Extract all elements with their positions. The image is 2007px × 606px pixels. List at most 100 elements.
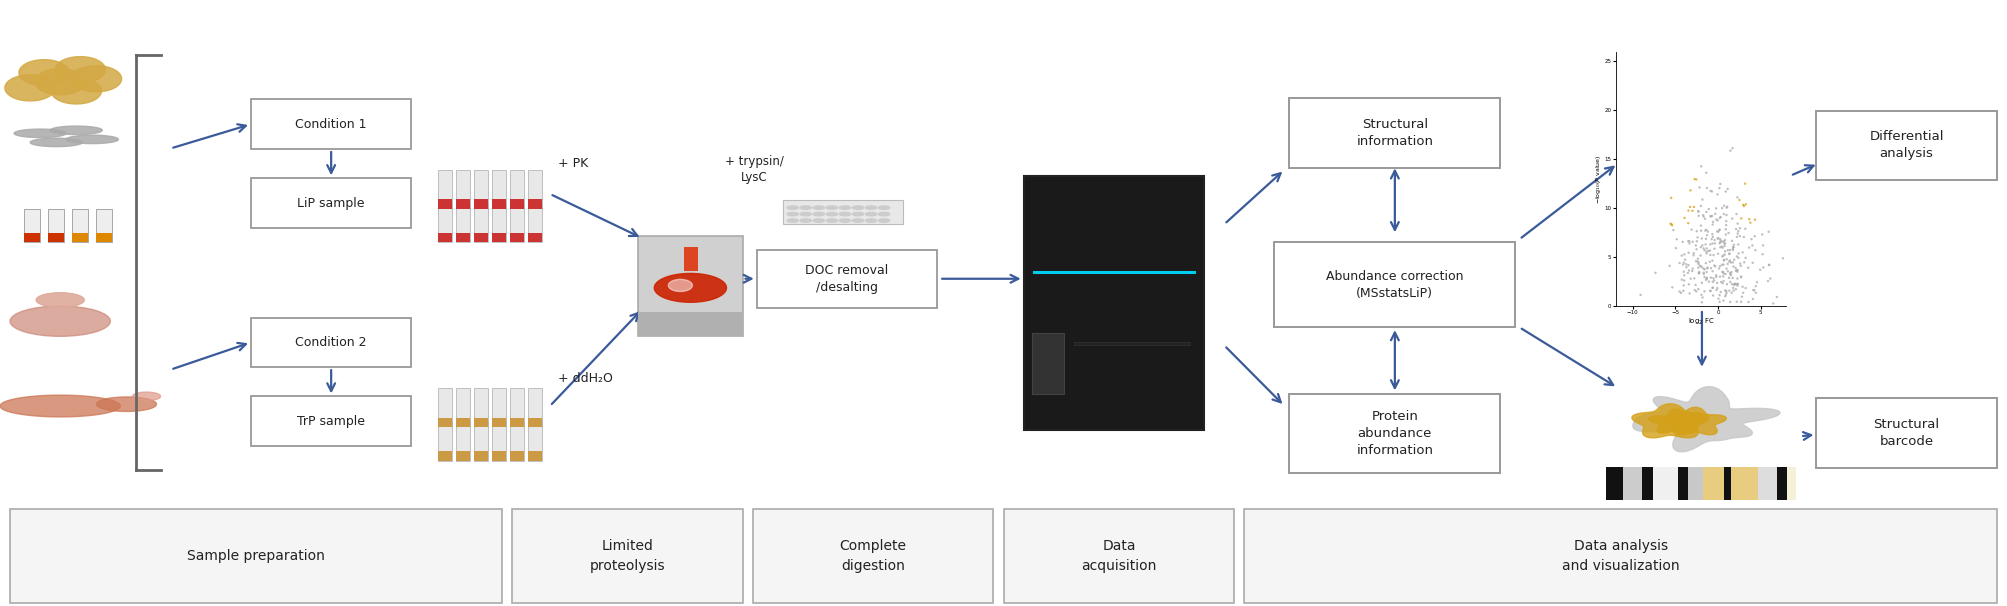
Circle shape [813, 213, 825, 216]
Text: Condition 1: Condition 1 [295, 118, 367, 131]
Bar [456, 170, 470, 209]
Polygon shape [668, 279, 692, 291]
FancyBboxPatch shape [251, 396, 411, 446]
Bar [528, 388, 542, 427]
Text: Differential
analysis: Differential analysis [1869, 130, 1945, 161]
Circle shape [801, 219, 811, 222]
FancyBboxPatch shape [1816, 399, 1997, 468]
Bar [1004, 509, 1234, 603]
Bar [753, 509, 993, 603]
Circle shape [801, 206, 811, 209]
FancyBboxPatch shape [251, 99, 411, 149]
Bar [510, 170, 524, 209]
Circle shape [787, 206, 799, 209]
Bar [510, 388, 524, 427]
Bar [492, 203, 506, 242]
Circle shape [865, 219, 877, 222]
Bar [528, 233, 542, 242]
Circle shape [801, 213, 811, 216]
Text: Protein
abundance
information: Protein abundance information [1357, 410, 1433, 457]
Bar [492, 388, 506, 427]
Text: TrP sample: TrP sample [297, 415, 365, 428]
Bar [528, 418, 542, 427]
Bar [456, 388, 470, 427]
Bar [438, 388, 452, 427]
Bar [48, 209, 64, 242]
Text: + ddH₂O: + ddH₂O [558, 372, 612, 385]
Polygon shape [54, 56, 106, 83]
Text: Structural
barcode: Structural barcode [1875, 418, 1939, 448]
Polygon shape [34, 68, 86, 95]
Bar [474, 170, 488, 209]
Circle shape [879, 219, 889, 222]
FancyBboxPatch shape [757, 250, 937, 307]
Bar [528, 170, 542, 209]
Bar [684, 247, 698, 271]
Bar [438, 421, 452, 461]
Circle shape [827, 219, 837, 222]
Circle shape [36, 293, 84, 307]
Bar [438, 199, 452, 209]
Bar [492, 421, 506, 461]
Polygon shape [14, 129, 66, 138]
Bar [492, 451, 506, 461]
Text: DOC removal
/desalting: DOC removal /desalting [805, 264, 889, 294]
Bar [474, 421, 488, 461]
Bar [492, 233, 506, 242]
Bar [474, 451, 488, 461]
Circle shape [787, 219, 799, 222]
Text: Condition 2: Condition 2 [295, 336, 367, 349]
FancyBboxPatch shape [251, 318, 411, 367]
Text: Structural
information: Structural information [1357, 118, 1433, 148]
Bar [528, 451, 542, 461]
Bar [474, 418, 488, 427]
Polygon shape [96, 397, 157, 411]
Bar [438, 170, 452, 209]
Bar [456, 418, 470, 427]
Polygon shape [70, 65, 122, 92]
Bar [1024, 176, 1204, 430]
Polygon shape [50, 126, 102, 135]
FancyBboxPatch shape [1816, 110, 1997, 181]
Polygon shape [30, 138, 82, 147]
Circle shape [813, 206, 825, 209]
FancyBboxPatch shape [1288, 394, 1499, 473]
Polygon shape [654, 273, 727, 302]
Circle shape [853, 219, 863, 222]
Bar [510, 451, 524, 461]
Text: Data analysis
and visualization: Data analysis and visualization [1561, 539, 1680, 573]
Polygon shape [66, 135, 118, 144]
Bar [510, 418, 524, 427]
Circle shape [853, 213, 863, 216]
Text: Sample preparation: Sample preparation [187, 549, 325, 563]
Bar [492, 170, 506, 209]
Text: Abundance correction
(MSstatsLiP): Abundance correction (MSstatsLiP) [1327, 270, 1463, 300]
Circle shape [879, 213, 889, 216]
Text: LiP sample: LiP sample [297, 196, 365, 210]
Bar [510, 203, 524, 242]
Circle shape [839, 206, 851, 209]
Polygon shape [18, 59, 70, 86]
Bar [456, 451, 470, 461]
Bar [456, 199, 470, 209]
Bar [528, 203, 542, 242]
Circle shape [787, 213, 799, 216]
Bar [456, 203, 470, 242]
Bar [438, 451, 452, 461]
FancyBboxPatch shape [1288, 98, 1499, 168]
Bar [72, 209, 88, 242]
Bar [638, 312, 743, 336]
Bar [474, 199, 488, 209]
Circle shape [10, 306, 110, 336]
Text: Limited
proteolysis: Limited proteolysis [590, 539, 664, 573]
Bar [638, 236, 743, 336]
Bar [10, 509, 502, 603]
Polygon shape [50, 78, 102, 104]
Polygon shape [132, 392, 161, 401]
Bar [72, 233, 88, 242]
Bar [783, 200, 903, 224]
Text: + trypsin/
LysC: + trypsin/ LysC [725, 155, 785, 184]
Polygon shape [0, 395, 120, 417]
Bar [528, 199, 542, 209]
Circle shape [839, 213, 851, 216]
